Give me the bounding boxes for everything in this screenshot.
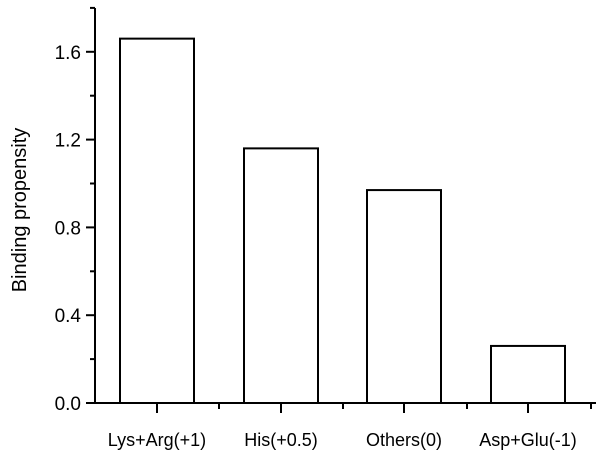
x-ticks-layer: Lys+Arg(+1) His(+0.5) Others(0) Asp+Glu(-1) [108, 403, 592, 450]
x-category-label: Others(0) [366, 430, 442, 450]
y-tick-label: 1.2 [55, 131, 81, 152]
y-tick-label: 0.8 [55, 218, 81, 239]
y-tick-label: 0.4 [55, 306, 82, 327]
y-tick-label: 0.0 [55, 394, 81, 415]
bar-4 [490, 344, 566, 404]
bar-1 [119, 37, 195, 404]
y-axis-title: Binding propensity [9, 128, 31, 293]
bar-2 [243, 147, 319, 404]
y-ticks-layer: 0.0 0.4 0.8 1.2 1.6 [55, 6, 95, 415]
bar-3 [366, 189, 442, 404]
x-category-label: His(+0.5) [244, 430, 318, 450]
y-tick-label: 1.6 [55, 43, 81, 64]
bars-layer [119, 37, 566, 404]
x-category-label: Asp+Glu(-1) [479, 430, 577, 450]
x-category-label: Lys+Arg(+1) [108, 430, 206, 450]
axes-layer [94, 8, 596, 404]
